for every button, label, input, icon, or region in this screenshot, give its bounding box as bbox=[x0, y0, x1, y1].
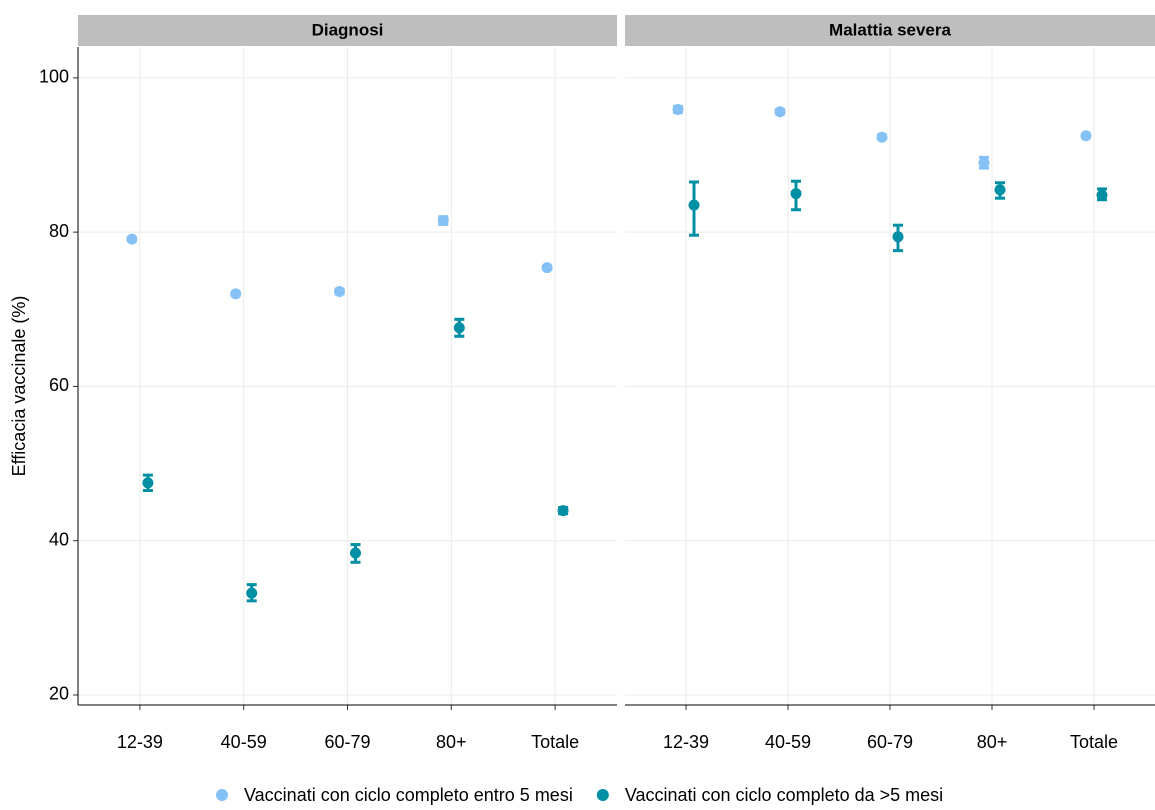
x-tick-label: Totale bbox=[531, 732, 579, 752]
point bbox=[1080, 130, 1092, 142]
point bbox=[230, 288, 242, 300]
y-tick-label: 80 bbox=[49, 221, 69, 241]
point bbox=[557, 505, 569, 517]
x-tick-label: Totale bbox=[1070, 732, 1118, 752]
point bbox=[126, 233, 138, 245]
point bbox=[876, 131, 888, 143]
strip bbox=[78, 15, 617, 46]
point bbox=[790, 188, 802, 200]
x-tick-label: 40-59 bbox=[765, 732, 811, 752]
x-tick-label: 60-79 bbox=[867, 732, 913, 752]
legend-label: Vaccinati con ciclo completo entro 5 mes… bbox=[244, 785, 573, 805]
point bbox=[978, 157, 990, 169]
panel-title: Diagnosi bbox=[312, 20, 384, 39]
legend-swatch bbox=[596, 789, 609, 801]
point bbox=[1096, 189, 1108, 201]
point bbox=[672, 103, 684, 115]
point bbox=[246, 587, 258, 599]
legend-label: Vaccinati con ciclo completo da >5 mesi bbox=[625, 785, 943, 805]
y-tick-label: 60 bbox=[49, 375, 69, 395]
x-tick-label: 12-39 bbox=[663, 732, 709, 752]
y-tick-label: 40 bbox=[49, 529, 69, 549]
panel-title: Malattia severa bbox=[829, 20, 951, 39]
y-axis-label: Efficacia vaccinale (%) bbox=[9, 296, 29, 477]
point bbox=[334, 286, 345, 298]
point bbox=[453, 322, 465, 334]
point bbox=[350, 547, 361, 559]
point bbox=[774, 106, 786, 118]
y-tick-label: 100 bbox=[39, 67, 69, 87]
x-tick-label: 80+ bbox=[436, 732, 467, 752]
x-tick-label: 12-39 bbox=[117, 732, 163, 752]
point bbox=[437, 215, 449, 227]
y-tick-label: 20 bbox=[49, 684, 69, 704]
point bbox=[892, 231, 904, 243]
point bbox=[994, 184, 1006, 196]
point bbox=[688, 199, 700, 211]
x-tick-label: 80+ bbox=[977, 732, 1008, 752]
x-tick-label: 40-59 bbox=[221, 732, 267, 752]
legend-swatch bbox=[216, 789, 228, 801]
point bbox=[142, 477, 154, 489]
strip bbox=[625, 15, 1155, 46]
point bbox=[541, 262, 553, 274]
x-tick-label: 60-79 bbox=[324, 732, 370, 752]
